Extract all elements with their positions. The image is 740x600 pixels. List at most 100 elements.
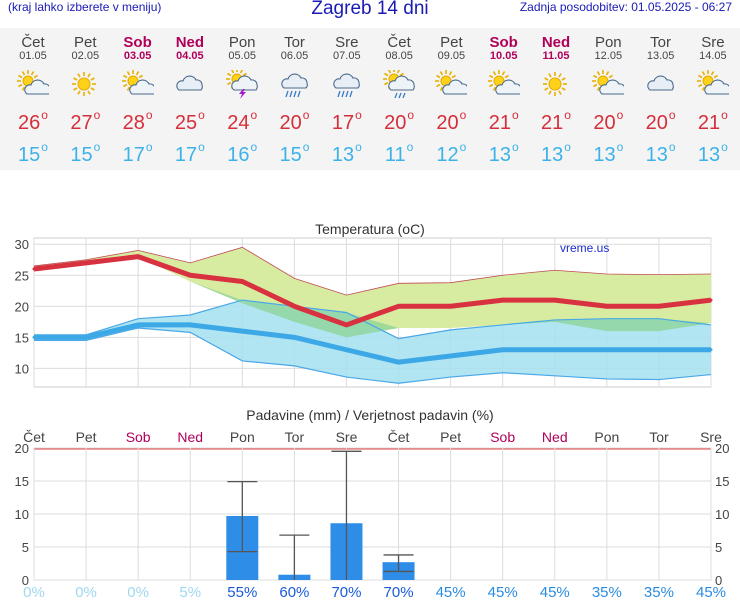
min-temperature: 13o	[331, 140, 362, 166]
day-column: Pet 09.05 20o 12o	[425, 28, 477, 167]
daily-forecast-strip: Čet 01.05 26o 15o Pet 02.05 27o 15o Sob 03.05 28o 1…	[0, 28, 740, 170]
band-overlap	[34, 256, 711, 338]
precip-day-label: Sob	[490, 429, 515, 445]
last-updated: Zadnja posodobitev: 01.05.2025 - 06:27	[519, 0, 732, 14]
page-title: Zagreb 14 dni	[311, 0, 429, 19]
max-temperature: 20o	[384, 108, 415, 134]
precip-probability: 45%	[488, 584, 518, 600]
tmin-point	[553, 348, 557, 352]
temperature-y-tick: 30	[15, 237, 29, 252]
day-name: Sre	[335, 34, 359, 51]
tmin-point	[292, 335, 296, 339]
day-column: Pon 12.05 20o 13o	[582, 28, 634, 167]
tmin-point	[32, 335, 36, 339]
day-column: Ned 04.05 25o 17o	[164, 28, 216, 167]
tmax-point	[397, 304, 401, 308]
precip-probability: 0%	[127, 584, 149, 600]
precip-y-tick-right: 10	[715, 507, 729, 522]
tmin-point	[605, 348, 609, 352]
day-column: Sob 03.05 28o 17o	[112, 28, 164, 167]
menu-hint: (kraj lahko izberete v meniju)	[8, 0, 162, 14]
day-name: Čet	[387, 34, 411, 51]
max-temperature: 21o	[488, 108, 519, 134]
min-temperature: 13o	[697, 140, 728, 166]
precip-day-label: Pon	[594, 429, 619, 445]
tmin-range-band	[34, 300, 711, 384]
max-temperature: 27o	[70, 108, 101, 134]
day-name: Čet	[21, 34, 45, 51]
min-temperature: 16o	[227, 140, 258, 166]
tmax-point	[84, 261, 88, 265]
min-temperature: 13o	[645, 140, 676, 166]
precip-day-label: Sre	[336, 429, 358, 445]
sun-cloud-icon	[121, 70, 154, 95]
temperature-y-tick: 25	[15, 268, 29, 283]
precip-day-label: Pon	[230, 429, 255, 445]
day-column: Sob 10.05 21o 13o	[478, 28, 530, 167]
day-date: 03.05	[123, 50, 152, 62]
min-temperature: 12o	[436, 140, 467, 166]
min-temperature: 11o	[384, 140, 414, 166]
tmax-point	[188, 273, 192, 277]
min-temperature: 15o	[70, 140, 101, 166]
day-name: Ned	[541, 34, 571, 51]
vreme-watermark: vreme.us	[560, 241, 609, 255]
tmin-range-upper	[34, 299, 712, 340]
max-temperature: 24o	[227, 108, 258, 134]
day-name: Ned	[175, 34, 205, 51]
precip-probability: 35%	[644, 584, 674, 600]
day-date: 10.05	[489, 50, 518, 62]
max-temperature: 25o	[174, 108, 205, 134]
precip-probability: 0%	[75, 584, 97, 600]
precip-probability: 35%	[592, 584, 622, 600]
precip-y-tick-right: 5	[715, 540, 722, 555]
day-column: Tor 13.05 20o 13o	[635, 28, 687, 167]
cloud-icon	[176, 75, 203, 91]
temperature-y-tick: 10	[15, 361, 29, 376]
day-name: Sob	[489, 34, 518, 51]
day-column: Čet 01.05 26o 15o	[7, 28, 59, 167]
sun-icon	[72, 72, 97, 96]
precip-y-tick-left: 20	[15, 441, 29, 456]
precip-day-label: Pet	[440, 429, 461, 445]
day-name: Sob	[123, 34, 152, 51]
day-column: Pon 05.05 24o 16o	[216, 28, 268, 167]
tmax-point	[240, 279, 244, 283]
tmax-range-band	[34, 247, 711, 338]
max-temperature: 21o	[697, 108, 728, 134]
precip-y-tick-left: 5	[22, 540, 29, 555]
precip-y-tick-left: 15	[15, 474, 29, 489]
day-date: 09.05	[437, 50, 466, 62]
day-date: 07.05	[333, 50, 361, 62]
precip-y-tick-left: 0	[22, 573, 29, 588]
tmin-point	[397, 360, 401, 364]
tmax-point	[292, 304, 296, 308]
min-temperature: 13o	[541, 140, 571, 166]
tmin-point	[449, 354, 453, 358]
precip-day-label: Pet	[76, 429, 97, 445]
tmax-point	[501, 298, 505, 302]
tmin-point	[501, 348, 505, 352]
day-column: Sre 07.05 17o 13o	[321, 28, 373, 167]
precip-y-tick-right: 20	[715, 441, 729, 456]
sun-icon	[543, 72, 567, 96]
tmax-line	[33, 254, 712, 328]
precip-day-label: Sob	[126, 429, 151, 445]
tmax-point	[344, 323, 348, 327]
tmax-point	[709, 298, 713, 302]
day-date: 11.05	[542, 50, 570, 62]
temperature-plot-area	[33, 237, 712, 388]
precip-probability: 70%	[331, 584, 361, 600]
tmin-point	[84, 335, 88, 339]
precip-y-tick-right: 0	[715, 573, 722, 588]
day-column: Pet 02.05 27o 15o	[59, 28, 111, 167]
tmax-point	[136, 255, 140, 259]
max-temperature: 26o	[18, 108, 48, 134]
day-name: Pet	[440, 34, 463, 51]
precip-y-tick-right: 15	[715, 474, 729, 489]
day-date: 05.05	[228, 50, 256, 62]
min-temperature: 15o	[279, 140, 310, 166]
precip-bar	[226, 515, 259, 580]
tmax-point	[32, 267, 36, 271]
day-column: Čet 08.05 20o 11o	[373, 28, 425, 167]
